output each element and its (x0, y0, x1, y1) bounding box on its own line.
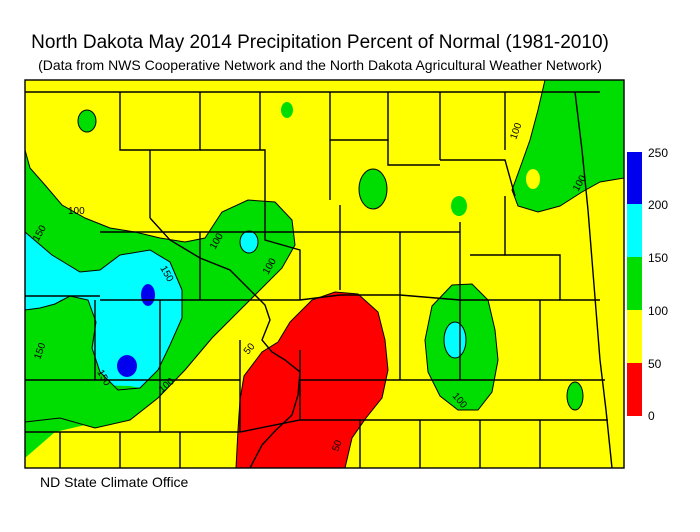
legend-tick-label: 200 (648, 198, 668, 212)
legend: 250 200 150 100 50 0 (627, 146, 668, 423)
green-spot-nw (78, 110, 96, 132)
legend-bin-50-100 (627, 310, 642, 363)
legend-bin-150-200 (627, 204, 642, 257)
yellow-hole-northeast (526, 169, 540, 189)
cyan-region-west (25, 232, 182, 390)
green-spot-ne-small (451, 196, 467, 216)
green-spot-north (281, 102, 293, 118)
legend-bin-100-150 (627, 257, 642, 310)
green-region-southwest (25, 385, 160, 458)
legend-tick-label: 100 (648, 304, 668, 318)
map-subtitle: (Data from NWS Cooperative Network and t… (38, 57, 602, 73)
contour-label: 100 (68, 206, 85, 217)
legend-tick-label: 50 (648, 357, 662, 371)
legend-tick-label: 250 (648, 146, 668, 160)
legend-bin-0-50 (627, 363, 642, 416)
contour-label: 50 (330, 438, 344, 453)
legend-bin-200-250 (627, 152, 642, 204)
county-boundaries (24, 79, 625, 469)
green-spot-se (567, 382, 583, 410)
map-title: North Dakota May 2014 Precipitation Perc… (31, 32, 609, 53)
blue-region-south (117, 355, 137, 377)
legend-tick-label: 150 (648, 251, 668, 265)
cyan-region-center-west (240, 231, 258, 253)
blue-region-north (141, 284, 155, 306)
green-spot-central (359, 169, 387, 209)
legend-tick-label: 0 (648, 409, 655, 423)
contour-lines (24, 79, 625, 469)
footer-credit: ND State Climate Office (40, 474, 189, 490)
green-pocket-west (52, 298, 94, 400)
